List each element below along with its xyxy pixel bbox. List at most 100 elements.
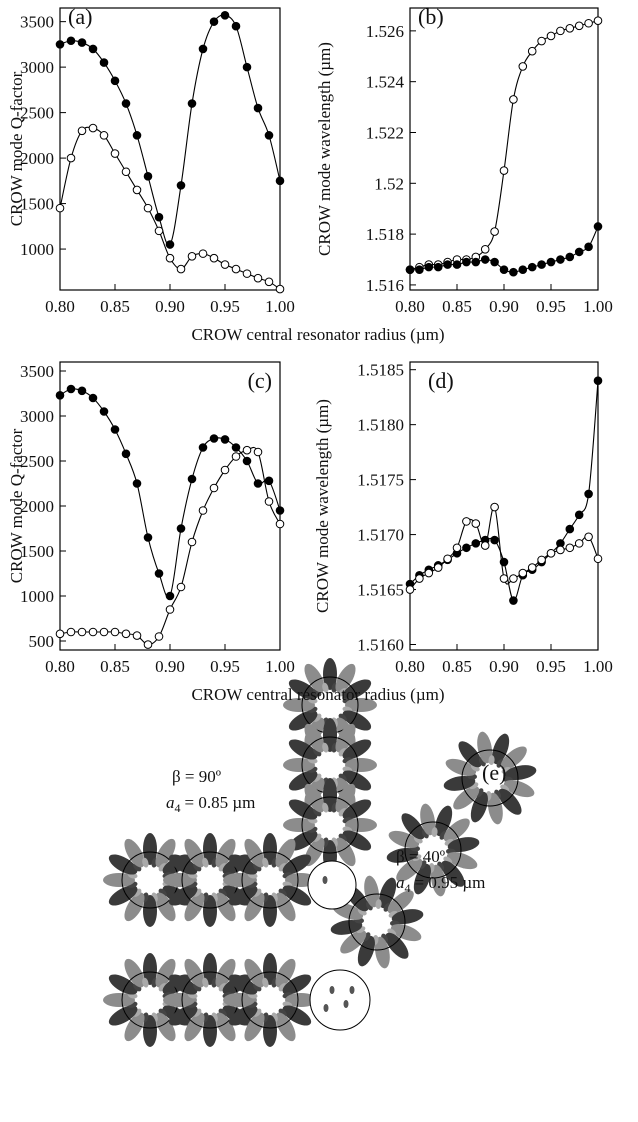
marker <box>176 582 186 592</box>
marker <box>66 36 76 46</box>
marker <box>462 517 471 526</box>
lobe <box>108 885 138 906</box>
lobe <box>124 892 145 922</box>
lobe <box>453 786 480 810</box>
lobe <box>288 830 318 851</box>
lobe <box>263 953 277 985</box>
marker <box>77 386 87 396</box>
lobe <box>168 1005 198 1026</box>
lobe <box>443 775 476 791</box>
marker <box>132 131 142 140</box>
marker <box>209 434 219 443</box>
lobe <box>288 679 318 700</box>
marker <box>66 627 76 637</box>
lobe <box>288 710 318 731</box>
lobe <box>275 958 296 988</box>
marker <box>480 255 490 264</box>
lobe <box>282 854 312 875</box>
subscript: 4 <box>405 881 411 895</box>
panel-label: (d) <box>428 368 454 393</box>
series-line <box>409 20 599 271</box>
marker <box>264 131 274 140</box>
marker <box>565 524 575 534</box>
lobe <box>124 838 145 868</box>
lobe <box>103 873 135 887</box>
marker <box>584 489 593 499</box>
marker <box>121 449 131 459</box>
symbol: a <box>396 873 405 892</box>
marker <box>518 265 528 274</box>
resonator <box>461 749 519 807</box>
marker <box>165 240 175 249</box>
marker <box>242 456 252 466</box>
marker <box>499 574 509 583</box>
marker <box>405 585 415 594</box>
lobe <box>228 974 258 995</box>
y-tick-label: 1000 <box>20 240 54 259</box>
marker <box>99 407 109 416</box>
marker <box>121 99 131 108</box>
marker <box>198 44 208 54</box>
marker <box>480 245 490 254</box>
marker <box>574 247 584 257</box>
marker <box>556 26 565 36</box>
lobe <box>143 895 157 927</box>
marker <box>209 483 219 493</box>
lobe <box>345 818 377 832</box>
y-tick-label: 1.5185 <box>357 361 404 380</box>
marker <box>77 627 87 637</box>
marker <box>584 242 593 252</box>
x-axis-label: CROW central resonator radius (µm) <box>191 325 444 344</box>
y-tick-label: 1.52 <box>374 174 404 193</box>
lobe <box>108 1005 138 1026</box>
lobe <box>282 885 312 906</box>
lobe <box>390 924 422 942</box>
marker <box>593 222 603 231</box>
inner-lobe <box>262 977 269 988</box>
lobe <box>335 663 356 693</box>
marker <box>132 185 142 195</box>
panel-label: (e) <box>482 760 506 785</box>
speck <box>329 986 335 994</box>
lobe <box>215 838 236 868</box>
marker <box>154 569 164 578</box>
marker <box>433 563 443 572</box>
marker <box>499 265 509 274</box>
inner-lobe <box>142 857 149 868</box>
marker <box>471 257 481 267</box>
marker <box>537 555 546 565</box>
lobe <box>283 758 315 772</box>
lobe <box>503 780 535 798</box>
y-tick-label: 2500 <box>20 104 54 123</box>
marker <box>490 502 499 512</box>
marker <box>99 627 109 637</box>
marker <box>110 627 120 637</box>
annotation: a4 = 0.95 µm <box>396 873 485 895</box>
annotation: a4 = 0.85 µm <box>166 793 255 815</box>
lobe <box>345 758 377 772</box>
y-tick-label: 2000 <box>20 149 54 168</box>
marker <box>187 252 197 261</box>
lobe <box>342 770 372 791</box>
marker <box>121 629 131 639</box>
marker <box>275 284 285 294</box>
value: = 0.85 µm <box>185 793 256 812</box>
marker <box>518 62 528 71</box>
panel-label: (c) <box>248 368 272 393</box>
x-tick-label: 0.90 <box>155 657 185 676</box>
y-tick-label: 1.526 <box>366 22 404 41</box>
x-tick-label: 0.85 <box>442 657 472 676</box>
lobe <box>155 1012 176 1042</box>
marker <box>66 384 76 394</box>
speck <box>323 1004 329 1012</box>
marker <box>264 476 274 486</box>
marker <box>584 532 593 542</box>
lobe <box>263 895 277 927</box>
marker <box>231 443 241 452</box>
marker <box>584 18 593 28</box>
lobe <box>391 909 424 925</box>
marker <box>209 253 219 263</box>
marker <box>480 541 490 550</box>
marker <box>527 563 537 572</box>
marker <box>509 267 518 277</box>
